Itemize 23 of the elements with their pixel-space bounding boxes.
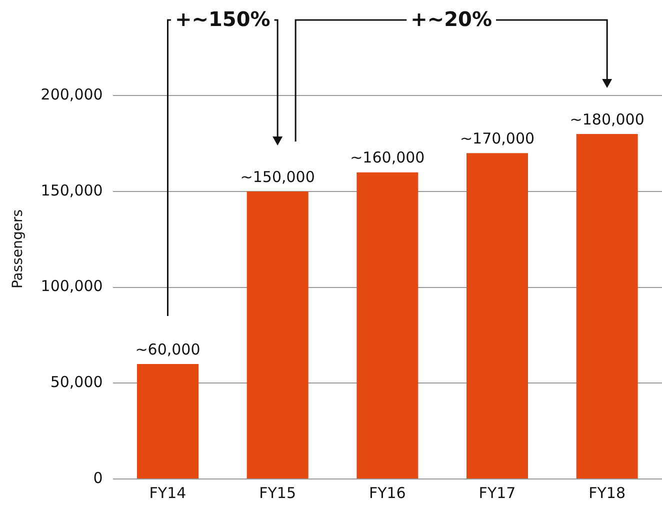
x-tick-label: FY17 [478, 484, 516, 502]
y-tick-label: 0 [93, 468, 103, 487]
x-tick-label: FY18 [588, 484, 626, 502]
x-tick-label: FY16 [368, 484, 406, 502]
y-tick-label: 200,000 [40, 86, 103, 104]
y-axis-title: Passengers [10, 209, 26, 289]
bar [466, 153, 528, 478]
annotation: +~20% [410, 7, 492, 31]
bar [576, 134, 638, 478]
data-label: ~60,000 [135, 340, 200, 358]
y-tick-label: 50,000 [50, 373, 103, 392]
data-label: ~170,000 [460, 130, 535, 148]
bar [136, 364, 198, 478]
x-tick-label: FY15 [259, 484, 296, 502]
bar [356, 172, 418, 478]
y-tick-label: 100,000 [40, 277, 103, 296]
data-label: ~150,000 [240, 168, 315, 186]
annotation: +~150% [175, 7, 270, 31]
x-tick-label: FY14 [149, 484, 186, 502]
data-label: ~160,000 [350, 148, 425, 167]
data-label: ~180,000 [570, 110, 644, 128]
y-tick-label: 150,000 [40, 181, 103, 200]
bar [246, 192, 308, 478]
